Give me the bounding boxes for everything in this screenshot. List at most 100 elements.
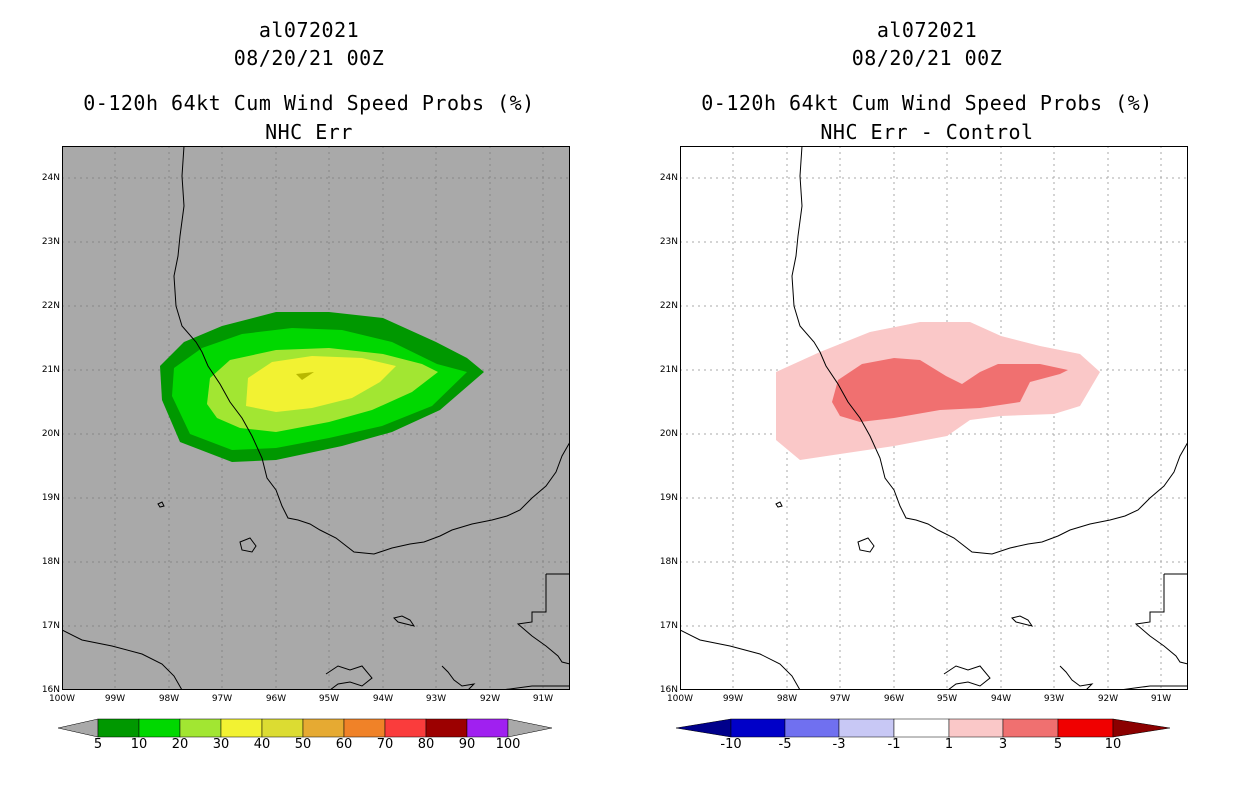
colorbar-swatch: [948, 718, 1004, 738]
lon-label: 95W: [936, 694, 958, 704]
lat-label: 21N: [659, 365, 678, 375]
lat-label: 19N: [659, 493, 678, 503]
lat-label: 22N: [659, 301, 678, 311]
lon-label: 97W: [829, 694, 851, 704]
colorbar-label: -5: [778, 737, 792, 752]
colorbar-swatch: [343, 718, 386, 738]
datetime: 08/20/21 00Z: [851, 46, 1003, 70]
lon-label: 91W: [1150, 694, 1172, 704]
colorbar-label: 30: [212, 737, 230, 752]
lon-label: 98W: [776, 694, 798, 704]
colorbar: [675, 718, 1171, 738]
probability-contours: [160, 312, 484, 462]
colorbar-low-end: [675, 718, 732, 738]
lon-label: 98W: [158, 694, 180, 704]
colorbar-swatch: [302, 718, 345, 738]
colorbar-label: 100: [495, 737, 521, 752]
lon-label: 95W: [318, 694, 340, 704]
colorbar-swatch: [1002, 718, 1059, 738]
storm-id: al072021: [876, 18, 978, 42]
lon-label: 94W: [372, 694, 394, 704]
colorbar-swatch: [838, 718, 895, 738]
lon-label: 93W: [1043, 694, 1065, 704]
colorbar-label: 20: [171, 737, 189, 752]
colorbar-swatch: [425, 718, 468, 738]
product-subtitle: NHC Err: [265, 120, 353, 144]
lon-label: 100W: [48, 694, 76, 704]
colorbar-swatch: [893, 718, 950, 738]
colorbar-label: 5: [1053, 737, 1063, 752]
contour-30: [246, 356, 396, 412]
lon-label: 99W: [104, 694, 126, 704]
map-frame: [62, 146, 570, 690]
datetime: 08/20/21 00Z: [233, 46, 385, 70]
colorbar-high-end: [1112, 718, 1171, 738]
contour-3-to-5: [832, 358, 1068, 422]
lat-label: 20N: [659, 429, 678, 439]
colorbar-label: 90: [458, 737, 476, 752]
lat-label: 24N: [659, 173, 678, 183]
product-title: 0-120h 64kt Cum Wind Speed Probs (%): [701, 91, 1153, 115]
lat-label: 18N: [41, 557, 60, 567]
map-frame: [680, 146, 1188, 690]
left-panel: al072021 08/20/21 00Z 0-120h 64kt Cum Wi…: [41, 18, 570, 752]
lon-label: 99W: [722, 694, 744, 704]
difference-contours: [776, 322, 1100, 460]
colorbar-swatch: [220, 718, 263, 738]
lat-label: 18N: [659, 557, 678, 567]
lat-label: 19N: [41, 493, 60, 503]
colorbar-label: -10: [720, 737, 742, 752]
storm-id: al072021: [258, 18, 360, 42]
lon-label: 92W: [479, 694, 501, 704]
right-panel: al072021 08/20/21 00Z 0-120h 64kt Cum Wi…: [618, 0, 1236, 800]
colorbar-label: 3: [998, 737, 1008, 752]
lon-label: 91W: [532, 694, 554, 704]
colorbar-swatch: [179, 718, 222, 738]
colorbar-label: 40: [253, 737, 271, 752]
lat-label: 17N: [659, 621, 678, 631]
contour-marker: [296, 372, 314, 380]
lat-label: 20N: [41, 429, 60, 439]
lon-label: 94W: [990, 694, 1012, 704]
lon-label: 100W: [666, 694, 694, 704]
lat-label: 23N: [41, 237, 60, 247]
colorbar-label: 50: [294, 737, 312, 752]
lon-label: 96W: [265, 694, 287, 704]
lon-label: 97W: [211, 694, 233, 704]
colorbar-label: 10: [1104, 737, 1122, 752]
colorbar-label: 5: [93, 737, 103, 752]
lat-label: 17N: [41, 621, 60, 631]
lat-label: 24N: [41, 173, 60, 183]
colorbar-label: 10: [130, 737, 148, 752]
colorbar: [57, 718, 553, 738]
colorbar-label: 70: [376, 737, 394, 752]
product-title: 0-120h 64kt Cum Wind Speed Probs (%): [83, 91, 535, 115]
colorbar-label: -1: [887, 737, 901, 752]
coastline: [62, 146, 570, 690]
colorbar-swatch: [384, 718, 427, 738]
colorbar-low-end: [57, 718, 99, 738]
colorbar-label: 60: [335, 737, 353, 752]
probability-map: [62, 146, 570, 690]
lat-label: 23N: [659, 237, 678, 247]
colorbar-high-end: [507, 718, 553, 738]
coastline: [680, 146, 1188, 690]
colorbar-label: 1: [944, 737, 954, 752]
lon-label: 93W: [425, 694, 447, 704]
colorbar-swatch: [97, 718, 140, 738]
colorbar-swatch: [784, 718, 840, 738]
lon-label: 96W: [883, 694, 905, 704]
colorbar-swatch: [261, 718, 304, 738]
colorbar-swatch: [730, 718, 786, 738]
colorbar-swatch: [138, 718, 181, 738]
difference-map: [680, 146, 1188, 690]
lat-label: 16N: [659, 685, 678, 695]
colorbar-swatch: [466, 718, 509, 738]
colorbar-label: 80: [417, 737, 435, 752]
lat-label: 16N: [41, 685, 60, 695]
lat-label: 21N: [41, 365, 60, 375]
colorbar-label: -3: [832, 737, 846, 752]
lon-label: 92W: [1097, 694, 1119, 704]
product-subtitle: NHC Err - Control: [820, 120, 1034, 144]
lat-label: 22N: [41, 301, 60, 311]
